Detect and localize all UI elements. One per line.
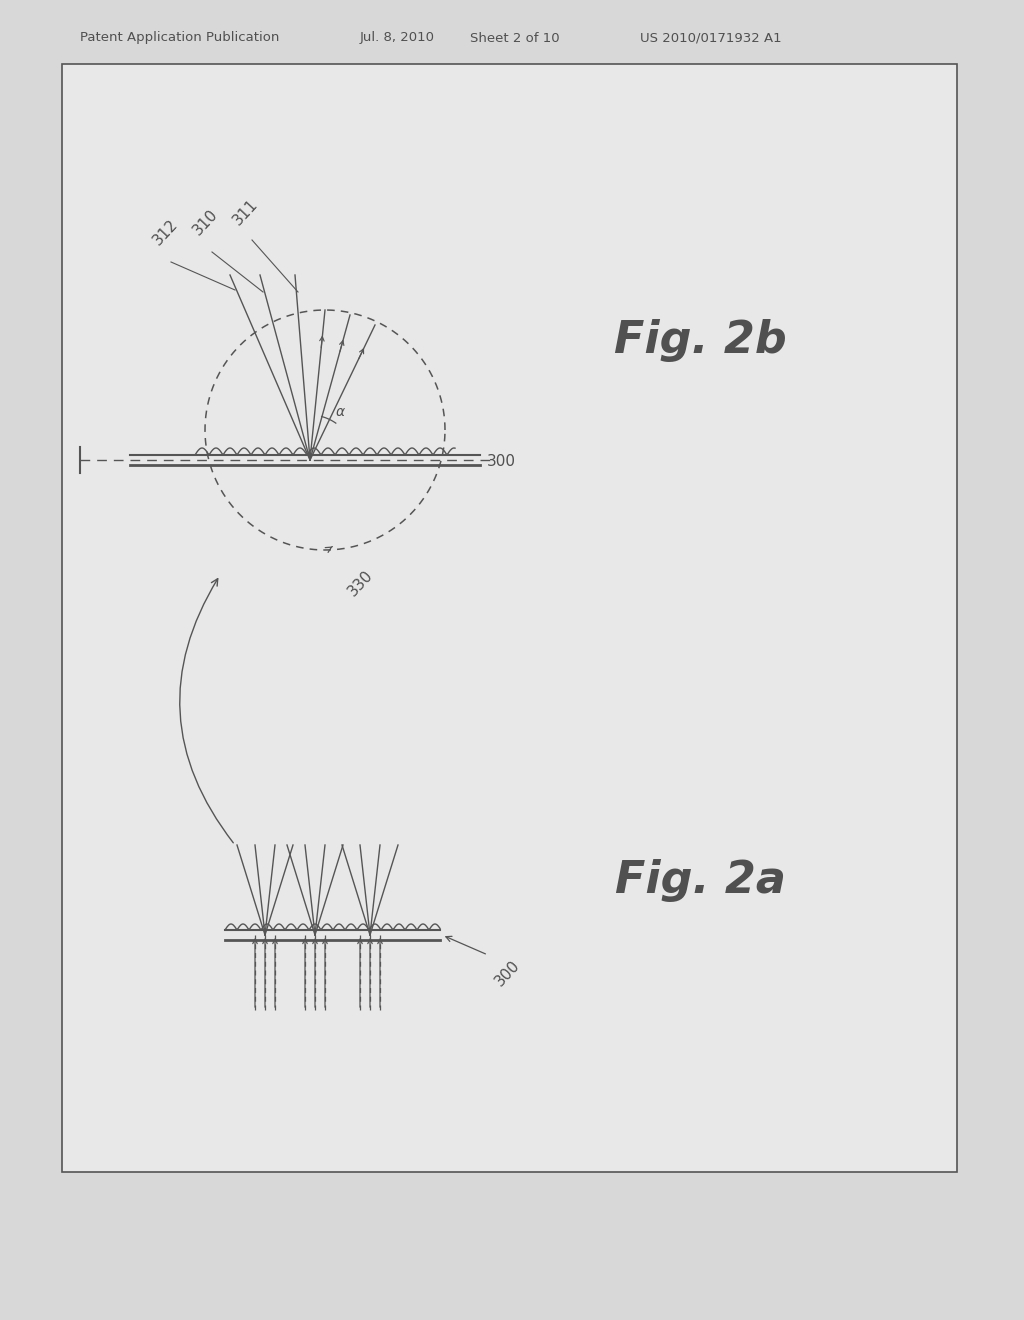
Bar [62,63,957,1172]
Text: Sheet 2 of 10: Sheet 2 of 10 [470,32,560,45]
Text: 330: 330 [345,568,376,599]
Text: US 2010/0171932 A1: US 2010/0171932 A1 [640,32,781,45]
Text: 310: 310 [190,206,221,238]
Text: Patent Application Publication: Patent Application Publication [80,32,280,45]
Text: 312: 312 [150,216,181,248]
Text: 300: 300 [487,454,516,470]
Text: α: α [336,405,344,418]
Text: Fig. 2b: Fig. 2b [613,318,786,362]
Text: Fig. 2a: Fig. 2a [614,858,785,902]
Text: 300: 300 [492,958,522,990]
Text: 311: 311 [230,197,261,228]
Text: Jul. 8, 2010: Jul. 8, 2010 [360,32,435,45]
